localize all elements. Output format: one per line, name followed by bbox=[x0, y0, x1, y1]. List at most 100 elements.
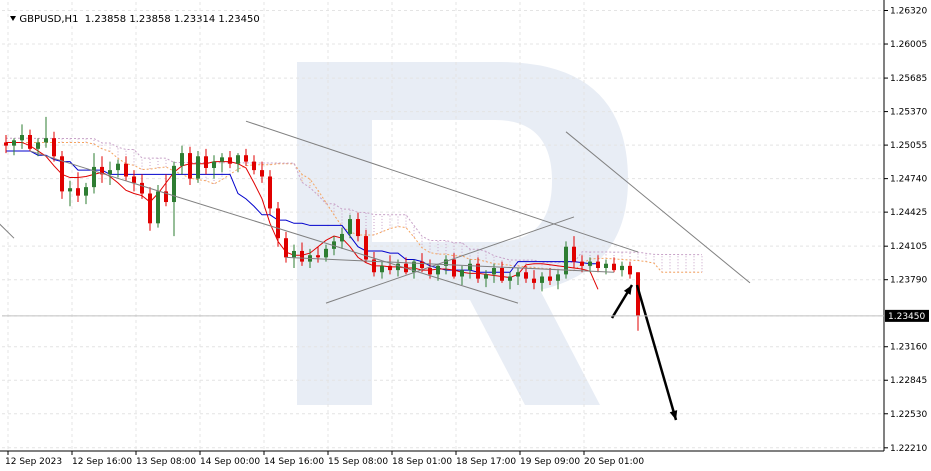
candle-body bbox=[476, 263, 480, 279]
candle-body bbox=[164, 191, 168, 203]
candle-body bbox=[324, 248, 328, 258]
candle-body bbox=[524, 272, 528, 279]
ohlc-values: 1.23858 1.23858 1.23314 1.23450 bbox=[84, 14, 260, 25]
candle-body bbox=[20, 134, 24, 141]
candle-body bbox=[572, 246, 576, 262]
candles bbox=[4, 116, 640, 331]
y-tick-label: 1.25055 bbox=[890, 141, 927, 151]
forecast-arrow-shaft bbox=[635, 284, 678, 421]
chart-menu-icon[interactable] bbox=[10, 16, 17, 21]
candle-body bbox=[396, 263, 400, 271]
x-tick-label: 14 Sep 16:00 bbox=[264, 457, 324, 467]
candle-body bbox=[116, 163, 120, 171]
candle-body bbox=[92, 166, 96, 188]
candle-body bbox=[260, 170, 264, 177]
candle-body bbox=[468, 263, 472, 271]
trendline bbox=[29, 150, 519, 304]
candle-body bbox=[492, 267, 496, 275]
candle-body bbox=[180, 153, 184, 166]
candle-body bbox=[220, 157, 224, 162]
candle-body bbox=[36, 142, 40, 149]
candle-body bbox=[364, 236, 368, 260]
candle-body bbox=[516, 272, 520, 277]
current-price-label: 1.23450 bbox=[888, 312, 925, 322]
current-price-box bbox=[885, 309, 929, 322]
candle-body bbox=[268, 176, 272, 209]
candle-body bbox=[564, 246, 568, 275]
candle-body bbox=[356, 219, 360, 237]
candle-body bbox=[44, 138, 48, 143]
x-tick-label: 15 Sep 08:00 bbox=[328, 457, 388, 467]
candle-body bbox=[436, 265, 440, 275]
candle-body bbox=[340, 233, 344, 242]
candle-body bbox=[548, 276, 552, 281]
candle-body bbox=[172, 165, 176, 203]
y-tick-label: 1.22210 bbox=[890, 444, 927, 454]
candle-body bbox=[228, 157, 232, 164]
candle-body bbox=[636, 272, 640, 316]
candle-body bbox=[612, 263, 616, 271]
candle-body bbox=[292, 250, 296, 258]
forecast-arrows bbox=[610, 284, 678, 421]
candle-body bbox=[444, 259, 448, 266]
y-tick-label: 1.24105 bbox=[890, 242, 927, 252]
candle-body bbox=[452, 259, 456, 277]
trendline bbox=[245, 120, 639, 253]
candle-body bbox=[428, 267, 432, 275]
current-price-tag: 1.23450 bbox=[2, 309, 929, 322]
candle-body bbox=[188, 153, 192, 179]
trendline bbox=[325, 216, 575, 304]
candle-body bbox=[204, 156, 208, 168]
candle-body bbox=[508, 276, 512, 281]
x-tick-label: 13 Sep 08:00 bbox=[136, 457, 196, 467]
candle-body bbox=[124, 163, 128, 177]
candle-body bbox=[628, 265, 632, 275]
trendline bbox=[565, 131, 751, 284]
candle-body bbox=[236, 155, 240, 164]
y-tick-label: 1.26005 bbox=[890, 40, 927, 50]
trendlines[interactable] bbox=[0, 120, 751, 304]
candle-body bbox=[412, 261, 416, 273]
candle-body bbox=[380, 265, 384, 273]
x-tick-label: 20 Sep 01:00 bbox=[584, 457, 644, 467]
candle-body bbox=[540, 276, 544, 283]
candle-body bbox=[532, 278, 536, 283]
candle-body bbox=[556, 274, 560, 281]
candle-body bbox=[348, 219, 352, 234]
x-axis-ticks: 12 Sep 2023 12 Sep 16:00 13 Sep 08:00 14 Se… bbox=[5, 451, 644, 467]
candle-body bbox=[276, 208, 280, 239]
axes bbox=[0, 0, 885, 452]
kijun-sen-line bbox=[6, 150, 598, 273]
candle-body bbox=[244, 155, 248, 162]
symbol-label: GBPUSD,H1 bbox=[19, 14, 79, 25]
candle-body bbox=[28, 134, 32, 149]
candle-body bbox=[148, 193, 152, 224]
watermark-logo bbox=[297, 62, 628, 405]
candle-body bbox=[300, 250, 304, 262]
y-tick-label: 1.22530 bbox=[890, 410, 927, 420]
y-tick-label: 1.26320 bbox=[890, 7, 927, 17]
candle-body bbox=[12, 140, 16, 146]
y-tick-label: 1.24425 bbox=[890, 208, 927, 218]
candle-body bbox=[372, 259, 376, 273]
candle-body bbox=[196, 156, 200, 179]
candle-body bbox=[76, 188, 80, 196]
candle-body bbox=[484, 274, 488, 279]
chart-header: GBPUSD,H1 1.23858 1.23858 1.23314 1.2345… bbox=[4, 3, 260, 25]
candle-body bbox=[68, 188, 72, 192]
candle-body bbox=[84, 187, 88, 196]
y-tick-label: 1.25685 bbox=[890, 74, 927, 84]
senkou-span-a bbox=[6, 141, 702, 273]
x-tick-label: 12 Sep 2023 bbox=[5, 457, 62, 467]
x-tick-label: 18 Sep 17:00 bbox=[456, 457, 516, 467]
y-tick-label: 1.22845 bbox=[890, 376, 927, 386]
trendline bbox=[285, 256, 615, 273]
candle-body bbox=[332, 241, 336, 249]
candle-body bbox=[108, 170, 112, 175]
forecast-arrow-head bbox=[623, 285, 632, 295]
y-tick-label: 1.25370 bbox=[890, 108, 927, 118]
candle-body bbox=[252, 161, 256, 171]
candle-body bbox=[620, 265, 624, 271]
candle-body bbox=[132, 176, 136, 183]
